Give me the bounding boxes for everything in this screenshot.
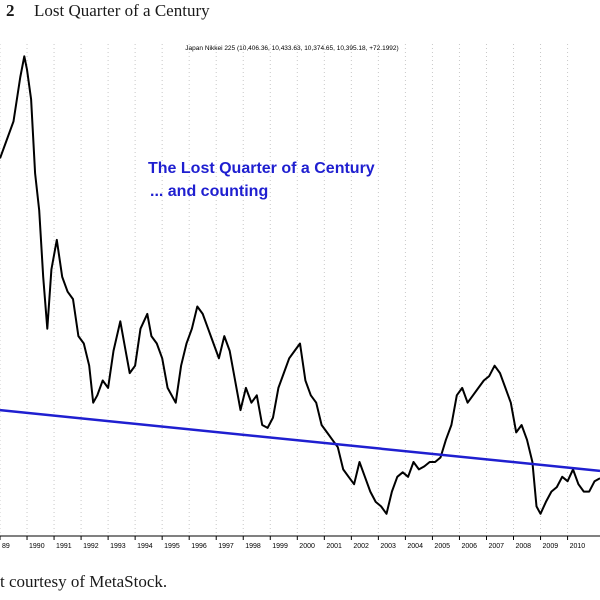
- x-tick-label: 1990: [29, 543, 45, 550]
- x-tick-label: 2006: [461, 543, 477, 550]
- x-tick-label: 1995: [164, 543, 180, 550]
- x-tick-label: 1997: [218, 543, 234, 550]
- x-tick-label: 1994: [137, 543, 153, 550]
- x-tick-label: 1996: [191, 543, 207, 550]
- figure-caption: t courtesy of MetaStock.: [0, 572, 168, 591]
- x-tick-label: 2004: [407, 543, 423, 550]
- x-tick-label: 1991: [56, 543, 72, 550]
- annotation-line-1: The Lost Quarter of a Century: [148, 160, 375, 177]
- nikkei-chart: 89 1990 1991 1992 1993 1994 1995 1996 1997 1998 19…: [0, 44, 600, 550]
- x-tick-label: 1992: [83, 543, 99, 550]
- x-tick-label: 1993: [110, 543, 126, 550]
- x-tick-label: 89: [2, 543, 10, 550]
- x-tick-label: 2003: [380, 543, 396, 550]
- x-tick-label: 2009: [543, 543, 559, 550]
- x-tick-label: 2008: [516, 543, 532, 550]
- chart-title: Japan Nikkei 225 (10,406.36, 10,433.63, …: [185, 45, 398, 52]
- x-tick-label: 2000: [299, 543, 315, 550]
- trendline: [0, 408, 600, 473]
- x-tick-label: 2005: [434, 543, 450, 550]
- x-tick-label: 1999: [272, 543, 288, 550]
- nikkei-price-line: [0, 55, 600, 515]
- figure-number: 2: [6, 1, 15, 20]
- chart-area: 89 1990 1991 1992 1993 1994 1995 1996 1997 1998 19…: [0, 40, 600, 555]
- figure-title: Lost Quarter of a Century: [34, 1, 210, 20]
- x-tick-label: 2007: [488, 543, 504, 550]
- x-tick-label: 2002: [353, 543, 369, 550]
- figure-header: 2 Lost Quarter of a Century: [0, 0, 600, 26]
- x-tick-label: 1998: [245, 543, 261, 550]
- x-tick-label: 2001: [326, 543, 342, 550]
- x-tick-label: 2010: [570, 543, 586, 550]
- annotation-line-2: ... and counting: [150, 183, 268, 200]
